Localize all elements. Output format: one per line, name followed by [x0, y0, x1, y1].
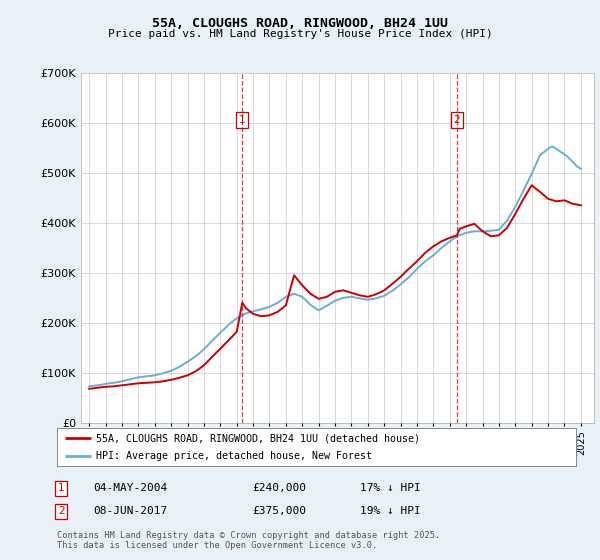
- Text: 19% ↓ HPI: 19% ↓ HPI: [360, 506, 421, 516]
- Text: HPI: Average price, detached house, New Forest: HPI: Average price, detached house, New …: [96, 451, 372, 461]
- Text: Contains HM Land Registry data © Crown copyright and database right 2025.
This d: Contains HM Land Registry data © Crown c…: [57, 531, 440, 550]
- Text: Price paid vs. HM Land Registry's House Price Index (HPI): Price paid vs. HM Land Registry's House …: [107, 29, 493, 39]
- Text: 08-JUN-2017: 08-JUN-2017: [93, 506, 167, 516]
- Text: 55A, CLOUGHS ROAD, RINGWOOD, BH24 1UU (detached house): 55A, CLOUGHS ROAD, RINGWOOD, BH24 1UU (d…: [96, 433, 420, 443]
- Text: 17% ↓ HPI: 17% ↓ HPI: [360, 483, 421, 493]
- Text: £240,000: £240,000: [252, 483, 306, 493]
- Text: 2: 2: [454, 115, 460, 125]
- Text: 1: 1: [239, 115, 245, 125]
- Text: 04-MAY-2004: 04-MAY-2004: [93, 483, 167, 493]
- Text: £375,000: £375,000: [252, 506, 306, 516]
- Text: 2: 2: [58, 506, 65, 516]
- Text: 1: 1: [58, 483, 65, 493]
- Text: 55A, CLOUGHS ROAD, RINGWOOD, BH24 1UU: 55A, CLOUGHS ROAD, RINGWOOD, BH24 1UU: [152, 17, 448, 30]
